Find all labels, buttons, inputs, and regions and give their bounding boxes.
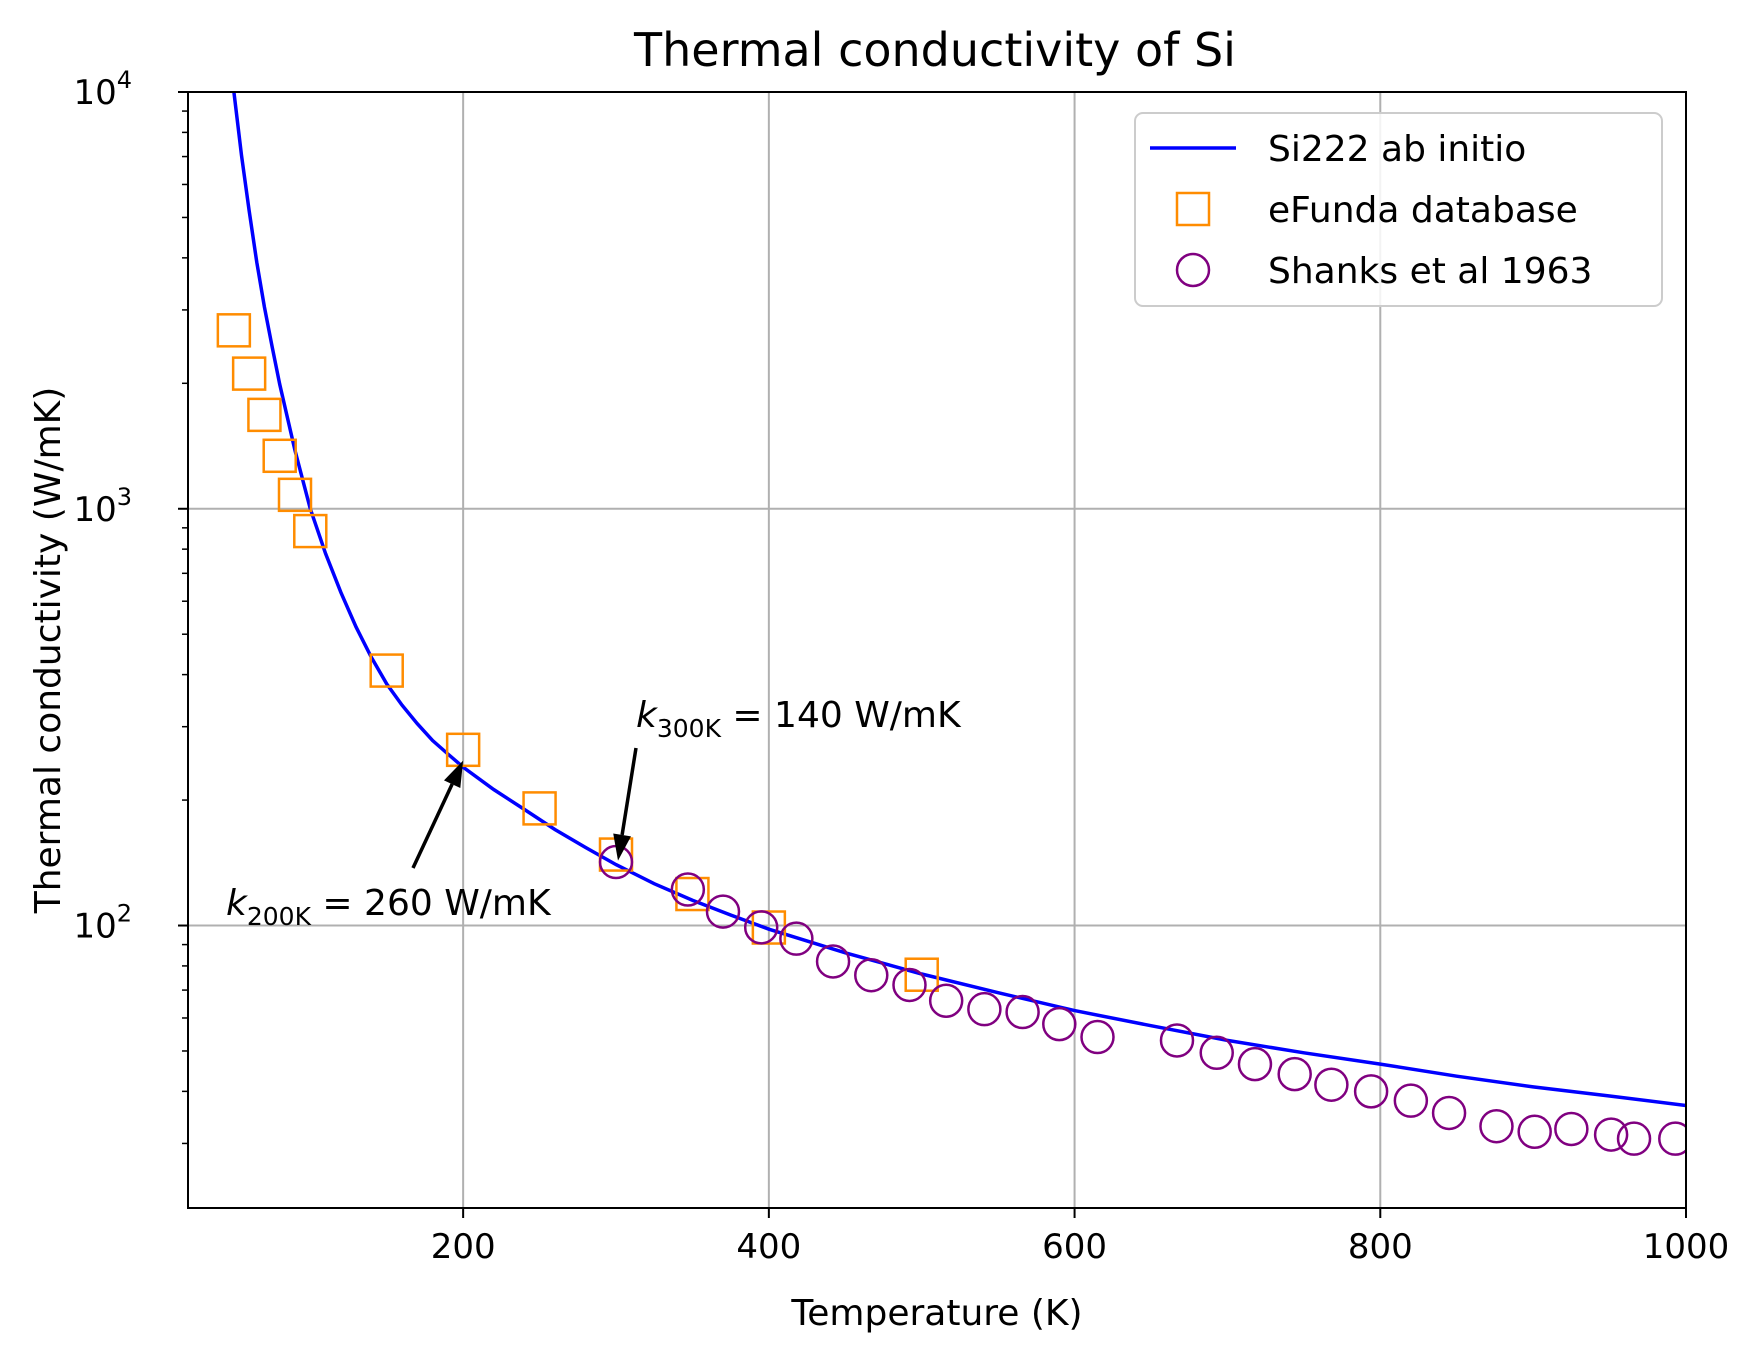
annotation-value: = 260 W/mK bbox=[311, 883, 552, 924]
shanks-point bbox=[1554, 1111, 1589, 1147]
y-axis-label: Thermal conductivity (W/mK) bbox=[28, 387, 69, 915]
efunda-point bbox=[293, 513, 328, 549]
shanks-point bbox=[1353, 1074, 1389, 1109]
annotation-k300k: k300K = 140 W/mK bbox=[636, 695, 962, 743]
shanks-point bbox=[1199, 1035, 1234, 1071]
series-line-si222 bbox=[232, 92, 1686, 1108]
y-tick-label: 103 bbox=[73, 483, 132, 530]
annotation-arrow-shaft bbox=[411, 783, 454, 869]
efunda-point bbox=[522, 791, 557, 826]
shanks-point bbox=[1314, 1067, 1349, 1102]
legend-circle-swatch bbox=[1175, 252, 1211, 288]
annotation-arrow-300k bbox=[613, 747, 638, 861]
efunda-point bbox=[904, 957, 939, 992]
annotation-subscript: 300K bbox=[657, 714, 722, 743]
shanks-point bbox=[1080, 1019, 1115, 1055]
legend-frame bbox=[1134, 112, 1663, 307]
efunda-point bbox=[369, 653, 404, 688]
plot-area bbox=[216, 92, 1686, 1156]
annotation-arrow-200k bbox=[411, 760, 464, 869]
shanks-point bbox=[1431, 1095, 1467, 1131]
efunda-point bbox=[675, 876, 710, 912]
shanks-point bbox=[1593, 1117, 1629, 1152]
shanks-point bbox=[743, 910, 779, 945]
efunda-point bbox=[216, 313, 252, 348]
shanks-point bbox=[1616, 1121, 1652, 1156]
x-tick-label: 200 bbox=[431, 1227, 496, 1267]
shanks-point bbox=[1277, 1056, 1312, 1092]
shanks-point bbox=[1042, 1006, 1077, 1042]
annotation-symbol: k bbox=[636, 695, 659, 736]
shanks-point bbox=[1658, 1121, 1686, 1156]
annotation-arrow-shaft bbox=[620, 747, 638, 836]
shanks-point bbox=[815, 944, 851, 979]
axes-frame bbox=[187, 91, 1687, 1209]
annotation-subscript: 200K bbox=[247, 902, 312, 931]
efunda-point bbox=[247, 397, 282, 433]
efunda-point bbox=[231, 356, 267, 391]
annotation-value: = 140 W/mK bbox=[721, 695, 962, 736]
legend: Si222 ab initio eFunda database Shanks et … bbox=[1134, 112, 1663, 307]
y-tick-base: 10 bbox=[73, 490, 116, 530]
shanks-point bbox=[892, 967, 927, 1003]
y-tick-exponent: 4 bbox=[117, 66, 132, 94]
efunda-point bbox=[277, 477, 313, 513]
shanks-point bbox=[967, 991, 1002, 1027]
x-tick-label: 1000 bbox=[1643, 1227, 1730, 1267]
efunda-point bbox=[445, 732, 481, 768]
legend-label: Si222 ab initio bbox=[1268, 129, 1526, 170]
chart-title: Thermal conductivity of Si bbox=[633, 23, 1236, 77]
y-tick-base: 10 bbox=[73, 907, 116, 947]
annotation-k200k: k200K = 260 W/mK bbox=[226, 883, 552, 931]
shanks-point bbox=[1005, 994, 1040, 1030]
shanks-point bbox=[854, 957, 889, 993]
annotation-symbol: k bbox=[226, 883, 249, 924]
shanks-point bbox=[928, 983, 964, 1018]
shanks-point bbox=[1159, 1023, 1195, 1058]
legend-square-swatch bbox=[1175, 191, 1211, 227]
x-tick-label: 600 bbox=[1042, 1227, 1107, 1267]
shanks-point bbox=[1237, 1046, 1273, 1082]
legend-label: Shanks et al 1963 bbox=[1268, 251, 1592, 292]
y-tick-base: 10 bbox=[73, 73, 116, 113]
efunda-point bbox=[262, 438, 297, 474]
shanks-point bbox=[670, 872, 706, 907]
shanks-point bbox=[705, 894, 741, 929]
shanks-point bbox=[1393, 1083, 1429, 1118]
legend-label: eFunda database bbox=[1268, 190, 1578, 231]
y-tick-exponent: 3 bbox=[117, 483, 132, 511]
y-tick-exponent: 2 bbox=[117, 900, 132, 928]
x-axis-label: Temperature (K) bbox=[790, 1293, 1082, 1334]
annotation-arrow-head bbox=[443, 760, 464, 788]
annotation-arrow-head bbox=[613, 833, 631, 861]
x-tick-label: 400 bbox=[736, 1227, 801, 1267]
y-tick-label: 104 bbox=[73, 66, 132, 113]
shanks-point bbox=[1517, 1114, 1552, 1150]
shanks-point bbox=[779, 921, 814, 956]
x-tick-label: 800 bbox=[1348, 1227, 1413, 1267]
shanks-point bbox=[1479, 1108, 1514, 1144]
y-tick-label: 102 bbox=[73, 900, 132, 947]
shanks-point bbox=[598, 844, 634, 880]
